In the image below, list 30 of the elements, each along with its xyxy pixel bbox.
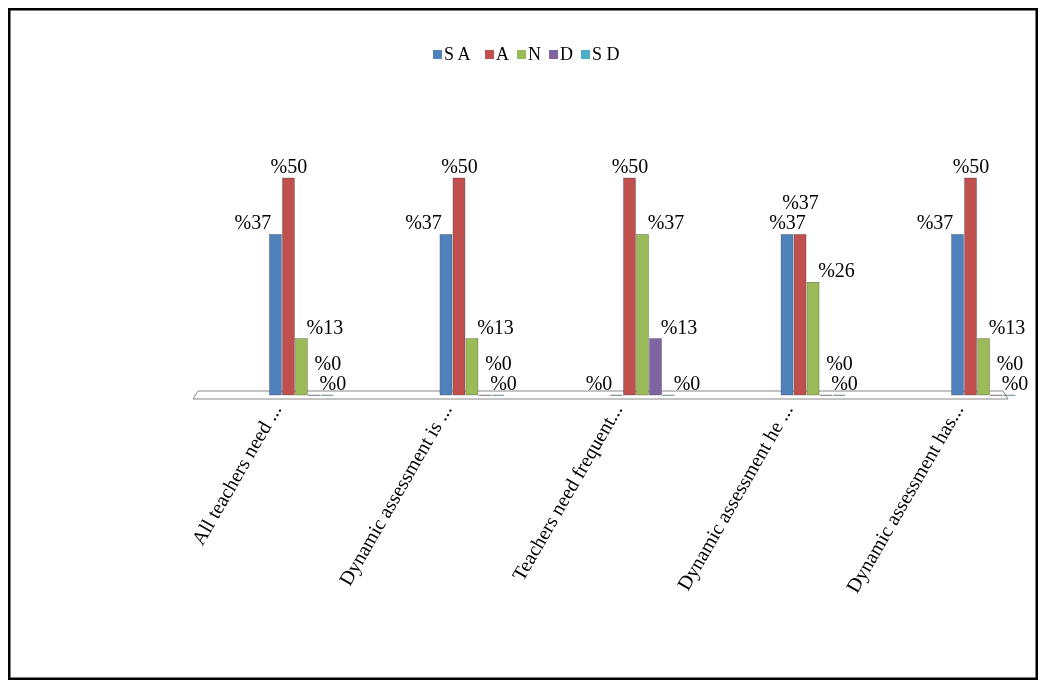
data-label: %37: [769, 211, 806, 234]
data-label: %13: [477, 315, 514, 338]
data-label: %37: [234, 211, 272, 234]
data-label: %50: [441, 155, 478, 177]
data-label: %50: [270, 155, 308, 177]
legend-label: D: [560, 44, 573, 64]
data-label: %0: [314, 352, 342, 374]
data-label: %0: [831, 372, 858, 394]
data-label: %0: [490, 372, 517, 394]
data-label: %0: [585, 372, 613, 394]
data-label: %0: [319, 372, 347, 394]
data-label: %37: [405, 211, 442, 234]
data-label: %13: [988, 315, 1026, 338]
legend-label: A: [496, 44, 509, 64]
data-label: %0: [826, 352, 853, 374]
data-label: %0: [996, 352, 1024, 374]
data-label: %0: [485, 352, 512, 374]
data-label: %13: [660, 315, 698, 338]
data-label: %26: [818, 259, 855, 282]
data-label: %37: [916, 211, 954, 234]
data-label: %37: [647, 211, 685, 234]
data-label: %0: [673, 372, 701, 394]
legend-label: N: [528, 44, 541, 64]
data-label: %37: [782, 191, 819, 214]
data-label: %13: [306, 315, 344, 338]
data-label: %50: [611, 155, 649, 177]
legend-label: S D: [592, 44, 620, 64]
data-label: %50: [952, 155, 990, 177]
data-label: %0: [1001, 372, 1029, 394]
legend-label: S A: [444, 44, 471, 64]
